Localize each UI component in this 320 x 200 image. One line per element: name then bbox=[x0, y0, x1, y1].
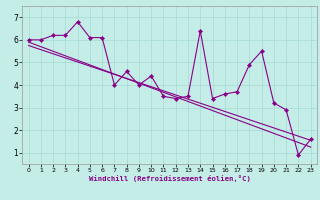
X-axis label: Windchill (Refroidissement éolien,°C): Windchill (Refroidissement éolien,°C) bbox=[89, 175, 251, 182]
